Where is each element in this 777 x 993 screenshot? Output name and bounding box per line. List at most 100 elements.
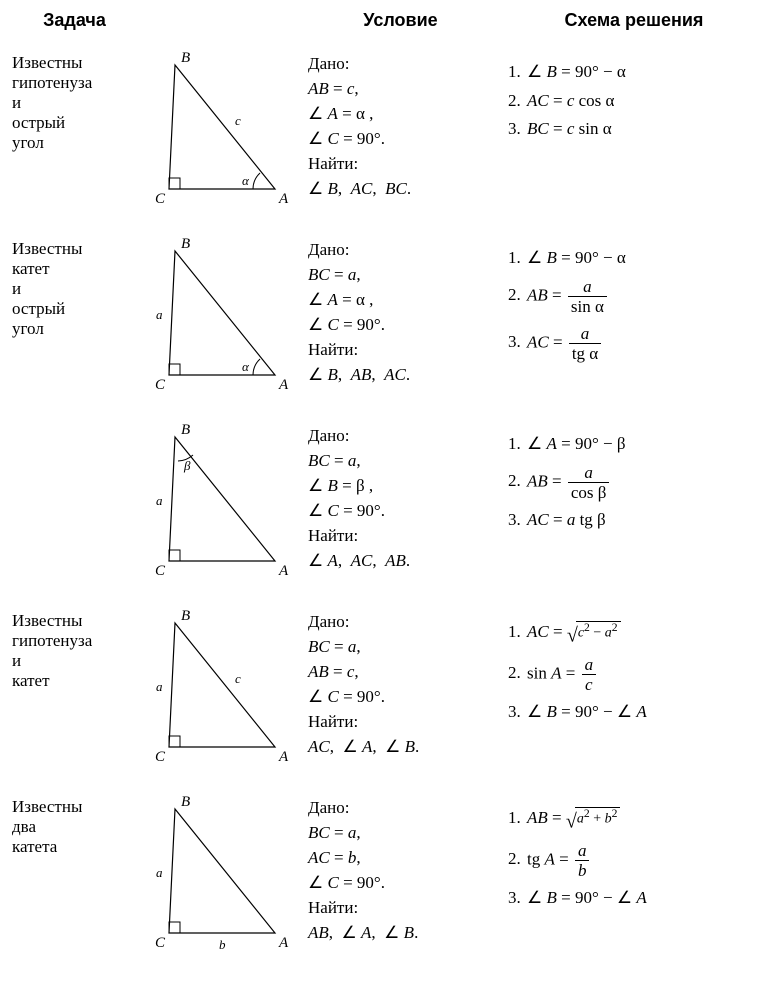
svg-text:B: B [181, 236, 190, 252]
svg-text:A: A [278, 563, 289, 579]
header-solution: Схема решения [497, 6, 771, 43]
solution-step: AB = asin α [525, 278, 767, 315]
given-label: Дано: [308, 611, 493, 634]
table-row: β B C Aa Дано:BC = a,∠ B = β ,∠ C = 90°.Найт… [8, 415, 771, 601]
solution-step: ∠ B = 90° − ∠ A [525, 889, 767, 908]
svg-text:B: B [181, 422, 190, 438]
task-text [8, 415, 141, 601]
solution-step: AC = √c2 − a2 [525, 621, 767, 646]
given-line: ∠ A = α , [308, 289, 493, 312]
solution-step: AC = atg α [525, 325, 767, 362]
condition-block: Дано:BC = a,∠ A = α ,∠ C = 90°.Найти:∠ B… [304, 229, 497, 415]
given-line: ∠ B = β , [308, 475, 493, 498]
triangle-diagram: B C Ac a [141, 601, 304, 787]
given-label: Дано: [308, 797, 493, 820]
task-text: Известныдвакатета [8, 787, 141, 973]
solution-block: AC = √c2 − a2 sin A = ac ∠ B = 90° − ∠ A [497, 601, 771, 787]
solution-block: ∠ A = 90° − β AB = acos β AC = a tg β [497, 415, 771, 601]
header-condition: Условие [304, 6, 497, 43]
given-line: BC = a, [308, 264, 493, 287]
solution-step: ∠ B = 90° − ∠ A [525, 703, 767, 722]
given-line: BC = a, [308, 822, 493, 845]
given-label: Дано: [308, 53, 493, 76]
svg-text:A: A [278, 191, 289, 207]
condition-block: Дано:BC = a,AB = c,∠ C = 90°.Найти:AC, ∠… [304, 601, 497, 787]
header-row: Задача Условие Схема решения [8, 6, 771, 43]
given-line: AC = b, [308, 847, 493, 870]
given-label: Дано: [308, 425, 493, 448]
svg-text:C: C [155, 377, 166, 393]
svg-text:a: a [156, 493, 163, 508]
svg-text:a: a [156, 307, 163, 322]
given-line: BC = a, [308, 636, 493, 659]
header-task: Задача [8, 6, 141, 43]
condition-block: Дано:AB = c,∠ A = α ,∠ C = 90°.Найти:∠ B… [304, 43, 497, 229]
svg-text:B: B [181, 794, 190, 810]
svg-text:a: a [156, 679, 163, 694]
find-line: ∠ A, AC, AB. [308, 550, 493, 573]
solution-step: AB = √a2 + b2 [525, 807, 767, 832]
svg-text:c: c [235, 113, 241, 128]
given-line: ∠ C = 90°. [308, 500, 493, 523]
svg-text:c: c [235, 671, 241, 686]
given-line: ∠ C = 90°. [308, 314, 493, 337]
solution-step: AB = acos β [525, 464, 767, 501]
table-row: ИзвестныгипотенузаиострыйуголαBCAcДано:A… [8, 43, 771, 229]
solution-step: AC = c cos α [525, 92, 767, 111]
triangle-diagram: α B C Ac [141, 43, 304, 229]
find-line: ∠ B, AB, AC. [308, 364, 493, 387]
find-label: Найти: [308, 897, 493, 920]
triangle-diagram: β B C Aa [141, 415, 304, 601]
svg-text:a: a [156, 865, 163, 880]
triangle-solving-table: Задача Условие Схема решения Известныгип… [8, 6, 771, 973]
solution-block: AB = √a2 + b2 tg A = ab ∠ B = 90° − ∠ A [497, 787, 771, 973]
given-label: Дано: [308, 239, 493, 262]
svg-text:A: A [278, 749, 289, 765]
find-label: Найти: [308, 153, 493, 176]
solution-step: sin A = ac [525, 656, 767, 693]
solution-step: ∠ A = 90° − β [525, 435, 767, 454]
solution-step: AC = a tg β [525, 511, 767, 530]
find-line: ∠ B, AC, BC. [308, 178, 493, 201]
svg-text:C: C [155, 191, 166, 207]
solution-step: tg A = ab [525, 842, 767, 879]
svg-text:α: α [242, 173, 250, 188]
table-row: Известныкатетиострыйугол α B C Aa Дано:BC = a… [8, 229, 771, 415]
solution-step: BC = c sin α [525, 120, 767, 139]
svg-text:α: α [242, 359, 250, 374]
find-label: Найти: [308, 339, 493, 362]
solution-step: ∠ B = 90° − α [525, 63, 767, 82]
given-line: BC = a, [308, 450, 493, 473]
task-text: Известныгипотенузаикатет [8, 601, 141, 787]
svg-text:β: β [183, 458, 191, 473]
solution-block: ∠ B = 90° − α AB = asin α AC = atg α [497, 229, 771, 415]
svg-text:C: C [155, 749, 166, 765]
condition-block: Дано:BC = a,AC = b,∠ C = 90°.Найти:AB, ∠… [304, 787, 497, 973]
svg-text:C: C [155, 935, 166, 951]
task-text: Известныгипотенузаиострыйугол [8, 43, 141, 229]
given-line: ∠ C = 90°. [308, 872, 493, 895]
svg-text:C: C [155, 563, 166, 579]
find-line: AB, ∠ A, ∠ B. [308, 922, 493, 945]
given-line: AB = c, [308, 78, 493, 101]
triangle-diagram: α B C Aa [141, 229, 304, 415]
solution-block: ∠ B = 90° − α AC = c cos α BC = c sin α [497, 43, 771, 229]
solution-step: ∠ B = 90° − α [525, 249, 767, 268]
table-row: Известныдвакатета B C Aa b Дано:BC = a,AC = b… [8, 787, 771, 973]
given-line: ∠ C = 90°. [308, 128, 493, 151]
condition-block: Дано:BC = a,∠ B = β ,∠ C = 90°.Найти:∠ A… [304, 415, 497, 601]
svg-text:A: A [278, 935, 289, 951]
find-line: AC, ∠ A, ∠ B. [308, 736, 493, 759]
find-label: Найти: [308, 525, 493, 548]
triangle-diagram: B C Aa b [141, 787, 304, 973]
given-line: ∠ A = α , [308, 103, 493, 126]
find-label: Найти: [308, 711, 493, 734]
given-line: ∠ C = 90°. [308, 686, 493, 709]
svg-text:A: A [278, 377, 289, 393]
given-line: AB = c, [308, 661, 493, 684]
svg-text:B: B [181, 50, 190, 66]
table-row: Известныгипотенузаикатет B C Ac a Дано:BC = a… [8, 601, 771, 787]
task-text: Известныкатетиострыйугол [8, 229, 141, 415]
svg-text:b: b [219, 937, 226, 952]
svg-text:B: B [181, 608, 190, 624]
